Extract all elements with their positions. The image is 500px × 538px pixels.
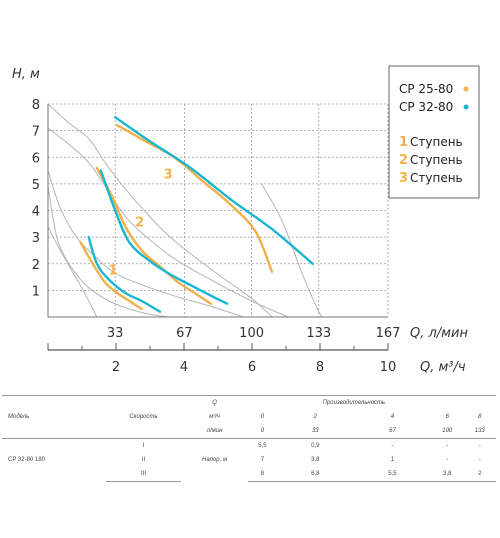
table-header-row: Q Производительность <box>2 395 496 410</box>
y-tick-label: 4 <box>32 205 40 220</box>
legend-step-number: 3 <box>399 171 408 186</box>
curve-line-cp-25-80-step-3 <box>116 124 274 273</box>
speed-cell: I <box>142 443 145 449</box>
table-header-row: л/мин 0 33 67 100 133 <box>2 424 496 439</box>
chart-grid <box>48 103 389 317</box>
table-cell: 2 <box>313 414 317 420</box>
performance-header: Производительность <box>276 395 432 410</box>
x-tick-label: 133 <box>306 326 331 341</box>
curve-line <box>47 127 289 318</box>
curve-line-cp-32-80-step-3 <box>114 116 314 265</box>
legend-model-marker <box>463 104 469 110</box>
table-cell: 0 <box>260 414 265 420</box>
y-tick-label: 6 <box>32 151 40 166</box>
curve-line-cp-32-80-step-2 <box>99 169 229 305</box>
model-header: Модель <box>8 414 30 420</box>
table-cell: - <box>446 443 449 449</box>
x2-tick-label: 10 <box>380 360 397 375</box>
table-cell: 7 <box>260 457 265 463</box>
y-tick-label: 8 <box>32 98 40 113</box>
table-cell: 0 <box>248 424 277 439</box>
table-cell: 1 <box>390 457 395 463</box>
curve-line-cp-32-80-step-1 <box>87 235 162 313</box>
x2-tick-label: 6 <box>248 360 256 375</box>
table-header-row: Модель Скорость м³/ч 0 2 4 6 8 <box>2 410 496 424</box>
table-row: II 7 3,8 1 - - <box>2 453 496 467</box>
table-cell: 67 <box>353 424 432 439</box>
speed-cell: II <box>141 457 146 463</box>
chart-step-labels: 1 2 3 <box>109 168 173 279</box>
curve-line <box>47 186 171 318</box>
y-tick-label: 2 <box>32 258 40 273</box>
q-header: Q <box>180 395 249 410</box>
y-tick-label: 7 <box>32 125 40 140</box>
unit-m3h: м³/ч <box>209 414 221 420</box>
step-label: 2 <box>135 215 144 230</box>
model-cell: CP 32-80 180 <box>8 457 45 464</box>
curve-line-cp-25-80-step-1 <box>79 241 143 311</box>
y-tick-label: 3 <box>32 231 40 246</box>
table-cell: 3,8 <box>431 467 464 482</box>
table-cell: 100 <box>431 424 464 439</box>
head-label: Напор, м <box>202 457 228 464</box>
chart-curves <box>47 103 324 318</box>
table-cell: 8 <box>248 467 277 482</box>
curve-line <box>261 183 324 318</box>
legend-step-label: Ступень <box>410 135 463 149</box>
curve-line-cp-25-80-step-2 <box>95 166 213 305</box>
table-cell: 133 <box>463 424 496 439</box>
table-row: III 8 6,8 5,5 3,8 2 <box>2 467 496 482</box>
table-cell: 2 <box>463 467 496 482</box>
speed-header: Скорость <box>129 414 158 420</box>
specifications-table: Q Производительность Модель Скорость м³/… <box>2 395 496 482</box>
legend-step-label: Ступень <box>410 171 463 185</box>
legend-model-label: CP 32-80 <box>399 100 453 114</box>
table-cell: 8 <box>478 414 482 420</box>
x2-tick-label: 4 <box>180 360 188 375</box>
legend-step-number: 2 <box>399 153 408 168</box>
curve-line <box>47 103 273 318</box>
legend-step-number: 1 <box>399 135 408 150</box>
x2-tick-label: 2 <box>112 360 120 375</box>
curve-line <box>47 170 244 318</box>
legend-step-label: Ступень <box>410 153 463 167</box>
x-axis-title: Q, л/мин <box>410 326 468 341</box>
legend-model-marker <box>463 86 469 92</box>
table-cell: 4 <box>390 414 395 420</box>
table-cell: 5,5 <box>258 443 267 449</box>
curve-line <box>47 226 98 318</box>
table-cell: - <box>446 457 449 463</box>
table-row: CP 32-80 180 I Напор, м 5,5 0,9 - - - <box>2 439 496 463</box>
x-tick-label: 67 <box>176 326 193 341</box>
table-cell: - <box>478 443 481 449</box>
chart-legend: CP 25-80 CP 32-80 1 Ступень 2 Ступень 3 … <box>388 65 480 199</box>
legend-model-label: CP 25-80 <box>399 82 453 96</box>
table-cell: - <box>478 457 481 463</box>
table-cell: - <box>391 443 394 449</box>
table-cell: 0,9 <box>311 443 320 449</box>
x-tick-label: 167 <box>376 326 401 341</box>
x-tick-label: 33 <box>107 326 124 341</box>
step-label: 1 <box>109 263 118 278</box>
speed-cell: III <box>106 467 181 482</box>
table-cell: 33 <box>276 424 354 439</box>
y-axis-title: H, м <box>12 67 40 82</box>
table-cell: 5,5 <box>353 467 432 482</box>
x-tick-label: 100 <box>239 326 264 341</box>
x2-tick-label: 8 <box>316 360 324 375</box>
y-tick-label: 5 <box>32 178 40 193</box>
y-tick-label: 1 <box>32 284 40 299</box>
table-cell: 6 <box>445 414 449 420</box>
table-cell: 6,8 <box>276 467 354 482</box>
step-label: 3 <box>164 168 173 183</box>
x2-axis-title: Q, м³/ч <box>420 360 466 375</box>
table-cell: 3,8 <box>311 457 320 463</box>
unit-lmin: л/мин <box>180 424 249 439</box>
